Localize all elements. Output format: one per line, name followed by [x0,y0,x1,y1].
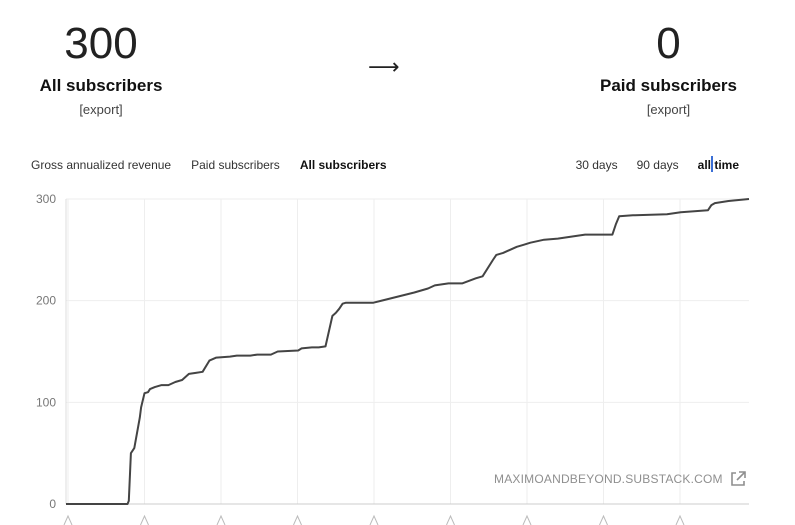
y-tick-label: 200 [36,294,56,308]
all-subscribers-export-link[interactable]: [export] [79,102,123,117]
x-tick-mark [522,514,532,525]
x-tick-mark [216,514,226,525]
tab-gross-annualized-revenue[interactable]: Gross annualized revenue [31,158,172,172]
range-tab-all-time[interactable]: all time [697,158,739,172]
paid-subscribers-stat: 0 Paid subscribers [export] [590,19,747,118]
x-tick-mark [293,514,302,525]
y-tick-label: 300 [36,192,56,206]
all-subscribers-count: 300 [64,19,138,68]
range-tab-90-days[interactable]: 90 days [636,158,679,172]
x-tick-mark [63,514,73,525]
x-tick-mark [369,514,379,525]
range-tab-30-days[interactable]: 30 days [575,158,618,172]
watermark-text: MAXIMOANDBEYOND.SUBSTACK.COM [494,472,723,486]
all-subscribers-label: All subscribers [39,76,163,95]
substack-watermark[interactable]: MAXIMOANDBEYOND.SUBSTACK.COM [494,470,747,488]
all-subscribers-stat: 300 All subscribers [export] [20,19,182,118]
paid-subscribers-label: Paid subscribers [599,76,737,95]
y-tick-label: 0 [49,497,56,511]
text-cursor [711,156,713,172]
x-tick-mark [140,514,149,525]
tab-all-subscribers[interactable]: All subscribers [299,158,387,172]
metric-tabs: Gross annualized revenue Paid subscriber… [31,158,387,172]
series-line [66,198,750,505]
range-tabs: 30 days 90 days all time [576,158,739,172]
paid-subscribers-export-link[interactable]: [export] [646,102,691,117]
arrow-right-icon: ⟶ [368,54,400,79]
x-tick-mark [599,514,608,525]
external-link-icon [730,471,746,486]
paid-subscribers-count: 0 [656,19,681,68]
tab-paid-subscribers[interactable]: Paid subscribers [191,158,280,172]
x-tick-mark [675,514,685,525]
x-tick-mark [446,514,455,525]
y-tick-label: 100 [36,395,56,409]
